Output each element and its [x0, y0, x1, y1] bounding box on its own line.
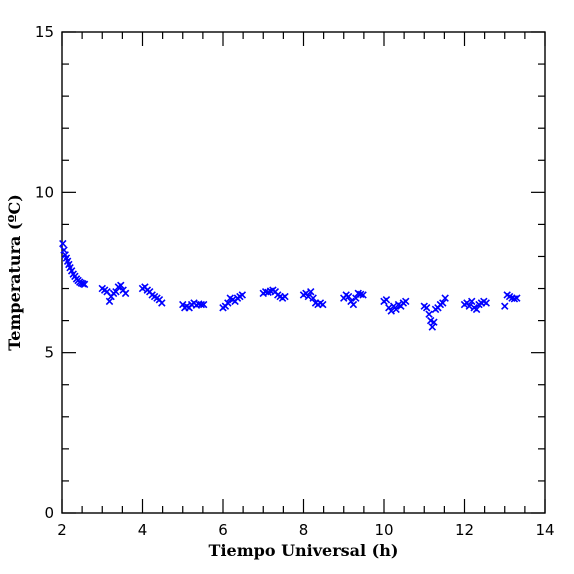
data-point [224, 299, 232, 307]
y-tick-label: 0 [44, 504, 54, 522]
data-point [482, 299, 490, 307]
plot-frame [61, 31, 546, 514]
x-tick-label: 8 [299, 521, 309, 539]
data-point [468, 297, 476, 306]
data-point [307, 288, 315, 296]
y-tick-label: 5 [44, 344, 54, 362]
data-point [472, 305, 481, 314]
data-point [439, 299, 447, 307]
x-tick-label: 6 [218, 521, 228, 539]
data-point [117, 281, 125, 290]
x-tick-label: 10 [374, 521, 393, 539]
data-point [392, 305, 400, 314]
data-point [422, 304, 431, 312]
data-point [59, 239, 67, 248]
data-point [304, 292, 313, 301]
data-points [59, 239, 521, 331]
data-point [238, 291, 247, 299]
data-point [359, 291, 367, 299]
x-tick-label: 4 [138, 521, 148, 539]
axis-ticks [61, 31, 546, 514]
data-point [281, 292, 289, 301]
y-tick-label: 10 [35, 183, 54, 201]
data-point [513, 294, 521, 302]
y-axis-title: Temperatura (ºC) [5, 194, 24, 351]
data-point [105, 297, 114, 306]
data-point [199, 300, 208, 309]
tick-labels: 2 4 6 8 10 12 14 0 5 10 15 [35, 23, 555, 539]
data-point [67, 267, 76, 275]
data-point [158, 299, 166, 307]
data-point [112, 288, 120, 296]
data-point [441, 294, 449, 302]
data-point [425, 310, 433, 318]
data-point [80, 280, 89, 289]
data-point [344, 292, 353, 301]
data-point [501, 302, 509, 310]
data-point [349, 300, 358, 309]
data-point [66, 263, 74, 272]
data-point [430, 318, 438, 326]
x-axis-title: Tiempo Universal (h) [209, 541, 399, 560]
data-point [382, 296, 391, 304]
data-point [428, 323, 437, 331]
x-tick-label: 12 [455, 521, 474, 539]
data-point [465, 302, 474, 310]
x-tick-label: 2 [57, 521, 67, 539]
data-point [387, 307, 395, 315]
data-point [309, 294, 317, 302]
data-point [426, 316, 435, 325]
data-point [402, 297, 410, 306]
y-tick-label: 15 [35, 23, 54, 41]
x-tick-label: 14 [535, 521, 554, 539]
data-point [121, 289, 130, 298]
data-point [319, 300, 327, 309]
